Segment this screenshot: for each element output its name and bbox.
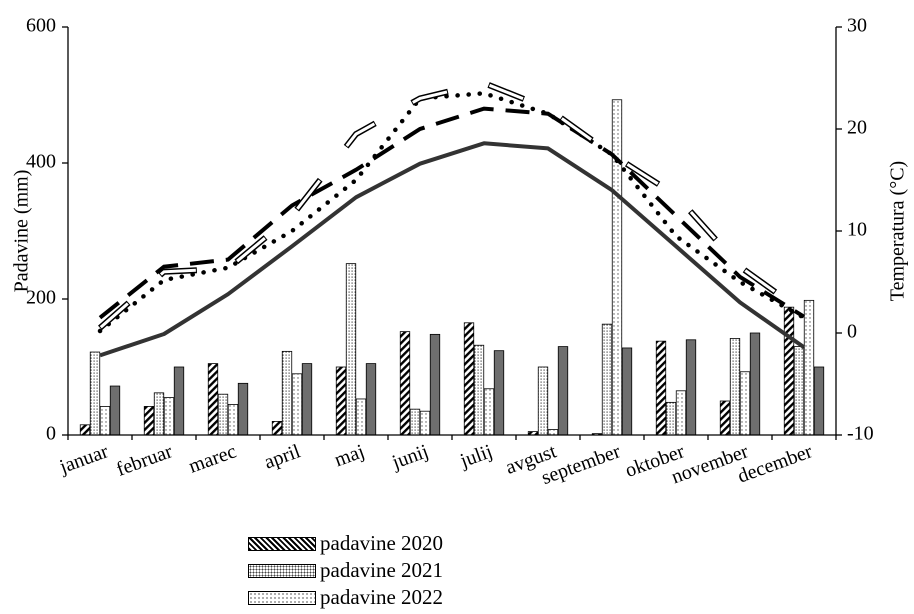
x-tick-label: marec (186, 440, 240, 477)
bar-3-april (301, 363, 313, 436)
left-axis-label: Padavine (mm) (11, 170, 33, 293)
bar-3-november (749, 332, 761, 436)
legend-label-2020: padavine 2020 (320, 531, 444, 555)
bar-3-avgust (557, 346, 569, 436)
right-tick-label: 10 (847, 219, 867, 241)
bar-2-maj (355, 398, 367, 436)
bar-0-marec (207, 363, 219, 436)
bar-3-september (621, 347, 633, 436)
bar-2-julij (483, 388, 495, 436)
x-tick-label: julij (457, 440, 496, 472)
bar-1-julij (473, 344, 485, 436)
bar-0-julij (463, 322, 475, 436)
bar-1-maj (345, 263, 357, 436)
legend-swatch-2022 (248, 590, 316, 605)
right-tick-label: 30 (847, 15, 867, 37)
left-tick-label: 200 (26, 287, 56, 309)
bar-3-januar (109, 385, 121, 436)
temperature-line-1 (99, 141, 806, 358)
bar-2-oktober (675, 390, 687, 436)
bar-1-februar (153, 392, 165, 436)
bar-0-junij (399, 331, 411, 436)
bar-0-december (783, 306, 795, 436)
bar-2-november (739, 371, 751, 436)
bar-1-avgust (537, 366, 549, 436)
left-tick-label: 600 (26, 15, 56, 37)
bar-3-december (813, 366, 825, 436)
bar-1-oktober (665, 401, 677, 436)
x-tick-label: januar (56, 440, 112, 478)
bar-0-januar (79, 424, 91, 436)
chart-canvas: 0 200 400 600 -10 0 10 20 30 januar februar marec ap… (11, 15, 909, 490)
bar-3-maj (365, 363, 377, 436)
bar-3-oktober (685, 339, 697, 436)
bar-2-december (803, 299, 815, 436)
bar-1-junij (409, 408, 421, 436)
bar-2-junij (419, 410, 431, 436)
x-tick-label: april (261, 440, 303, 473)
bar-1-september (601, 323, 613, 436)
bar-0-november (719, 400, 731, 436)
x-tick-label: maj (332, 440, 368, 471)
legend-item-2020: padavine 2020 (248, 530, 443, 557)
bar-3-marec (237, 382, 249, 436)
bar-2-januar (99, 406, 111, 436)
bar-1-november (729, 338, 741, 436)
right-tick-label: 20 (847, 117, 867, 139)
left-tick-label: 0 (46, 423, 56, 445)
legend-label-2022: padavine 2022 (320, 585, 444, 609)
bar-2-april (291, 373, 303, 436)
bar-0-oktober (655, 340, 667, 436)
bar-1-januar (89, 351, 101, 436)
legend-swatch-2020 (248, 536, 316, 551)
left-tick-label: 400 (26, 151, 56, 173)
right-tick-label: 0 (847, 321, 857, 343)
temperature-line-2 (98, 106, 806, 320)
bar-1-marec (217, 393, 229, 436)
bar-0-februar (143, 406, 155, 436)
legend-item-2022: padavine 2022 (248, 584, 443, 611)
bar-2-marec (227, 403, 239, 436)
bar-0-april (271, 420, 283, 436)
legend-label-2021: padavine 2021 (320, 558, 444, 582)
bar-3-junij (429, 333, 441, 436)
temperature-line-3 (97, 91, 807, 334)
bar-3-februar (173, 366, 185, 436)
legend-item-2021: padavine 2021 (248, 557, 443, 584)
bar-2-september (611, 99, 623, 436)
legend: padavine 2020 padavine 2021 padavine 202… (248, 530, 443, 611)
bar-2-februar (163, 397, 175, 436)
right-tick-label: -10 (847, 423, 874, 445)
bar-0-maj (335, 366, 347, 436)
bar-3-julij (493, 350, 505, 436)
legend-swatch-2021 (248, 563, 316, 578)
bar-2-avgust (547, 429, 559, 436)
right-axis-label: Temperatura (°C) (887, 161, 909, 301)
bar-1-april (281, 350, 293, 436)
x-tick-label: februar (114, 440, 176, 481)
bar-1-december (793, 346, 805, 436)
x-tick-label: junij (388, 440, 431, 474)
x-tick-label: december (735, 440, 816, 487)
